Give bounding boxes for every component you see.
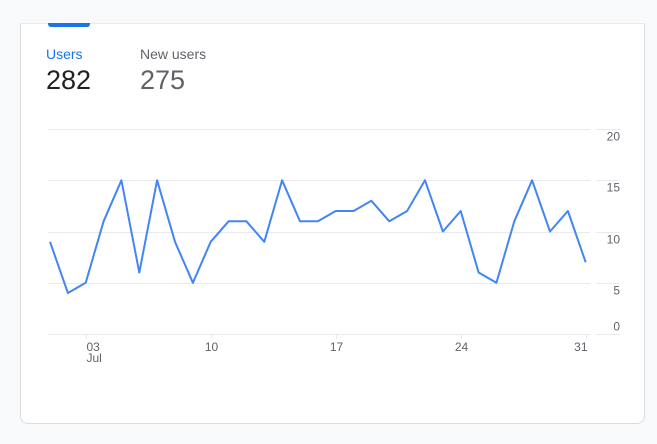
metric-tab-new-users[interactable]: New users 275 [140, 45, 206, 97]
y-tick-label: 15 [607, 181, 621, 195]
chart-gridlines [48, 129, 620, 335]
users-series-line [49, 179, 587, 294]
metric-tab-users[interactable]: Users 282 [46, 45, 91, 97]
x-tick-label: 10 [205, 340, 219, 354]
y-axis-labels: 20 15 10 5 0 [607, 130, 621, 334]
x-tick-sublabel: Jul [87, 351, 102, 365]
x-tick-label: 03 [87, 340, 101, 354]
metric-value: 275 [140, 65, 186, 95]
metric-label: Users [46, 46, 83, 62]
y-tick-label: 5 [613, 284, 620, 298]
x-tick-label: 31 [574, 340, 588, 354]
y-tick-label: 0 [613, 320, 620, 334]
y-tick-label: 10 [607, 233, 621, 247]
x-tick-label: 17 [330, 340, 344, 354]
active-tab-indicator [48, 23, 90, 27]
metric-value: 282 [46, 65, 92, 95]
y-tick-label: 20 [607, 130, 621, 144]
x-tick-label: 24 [455, 340, 469, 354]
users-overview-card: Users 282 New users 275 [20, 23, 645, 424]
metric-label: New users [140, 46, 207, 62]
